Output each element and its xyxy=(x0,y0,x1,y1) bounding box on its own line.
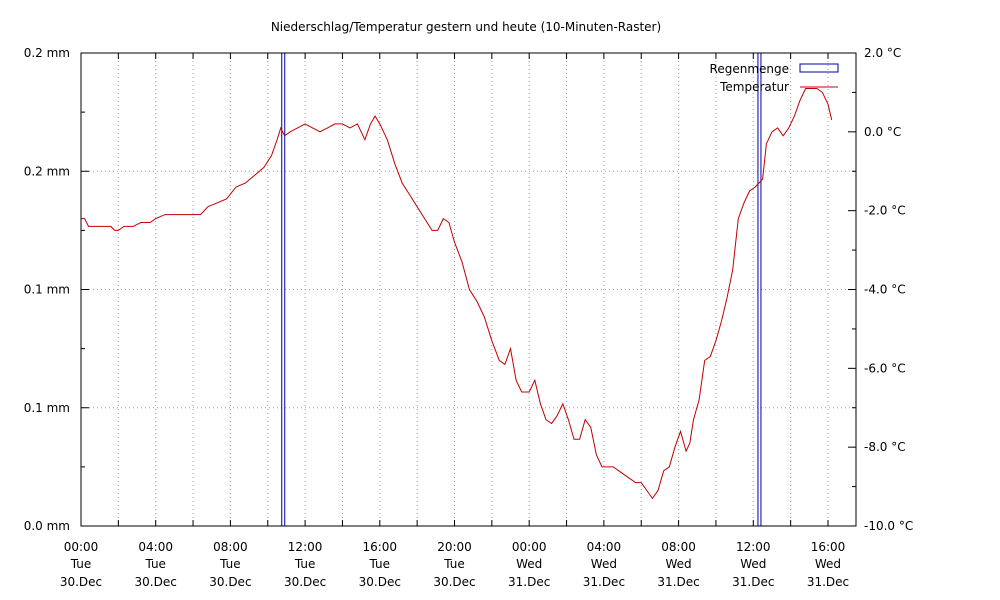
right-tick-label: -10.0 °C xyxy=(864,519,913,533)
right-tick-label: -4.0 °C xyxy=(864,283,906,297)
x-tick-day: Tue xyxy=(294,557,316,571)
chart-title: Niederschlag/Temperatur gestern und heut… xyxy=(271,20,661,34)
x-tick-time: 00:00 xyxy=(512,540,547,554)
temperature-polyline xyxy=(81,88,833,500)
rain-bar xyxy=(757,52,762,527)
x-tick-time: 16:00 xyxy=(811,540,846,554)
left-tick-label: 0.0 mm xyxy=(24,519,70,533)
x-tick-date: 30.Dec xyxy=(135,575,177,589)
x-tick-date: 31.Dec xyxy=(657,575,699,589)
right-tick-label: -6.0 °C xyxy=(864,361,906,375)
left-tick-label: 0.2 mm xyxy=(24,164,70,178)
right-tick-label: -2.0 °C xyxy=(864,204,906,218)
x-tick-date: 30.Dec xyxy=(209,575,251,589)
x-tick-date: 30.Dec xyxy=(359,575,401,589)
x-tick-date: 31.Dec xyxy=(508,575,550,589)
x-tick-day: Wed xyxy=(666,557,692,571)
right-axis: -10.0 °C -8.0 °C -6.0 °C -4.0 °C -2.0 °C 0.0 … xyxy=(864,46,913,533)
x-tick-date: 30.Dec xyxy=(284,575,326,589)
x-tick-day: Tue xyxy=(70,557,92,571)
x-tick-time: 08:00 xyxy=(661,540,696,554)
x-tick-day: Tue xyxy=(443,557,465,571)
x-tick-time: 04:00 xyxy=(587,540,622,554)
legend-swatch-rain xyxy=(799,63,839,73)
plot-frame xyxy=(80,52,857,527)
right-tick-label: -8.0 °C xyxy=(864,440,906,454)
x-tick-date: 31.Dec xyxy=(583,575,625,589)
left-tick-label: 0.1 mm xyxy=(24,283,70,297)
legend-label: Regenmenge xyxy=(710,62,789,76)
left-axis: 0.0 mm 0.1 mm 0.1 mm 0.2 mm 0.2 mm xyxy=(24,46,70,533)
right-tick-label: 0.0 °C xyxy=(864,125,901,139)
temperature-line xyxy=(81,88,833,500)
grid xyxy=(81,53,856,526)
x-tick-day: Tue xyxy=(144,557,166,571)
x-tick-date: 30.Dec xyxy=(60,575,102,589)
x-tick-day: Wed xyxy=(815,557,841,571)
x-tick-date: 31.Dec xyxy=(732,575,774,589)
x-tick-time: 12:00 xyxy=(736,540,771,554)
right-tick-label: 2.0 °C xyxy=(864,46,901,60)
x-tick-date: 30.Dec xyxy=(433,575,475,589)
x-tick-time: 04:00 xyxy=(138,540,173,554)
x-tick-day: Wed xyxy=(740,557,766,571)
left-tick-label: 0.1 mm xyxy=(24,401,70,415)
x-tick-date: 31.Dec xyxy=(807,575,849,589)
x-axis: 00:00 Tue 30.Dec 04:00 Tue 30.Dec 08:00 Tue 30.D… xyxy=(60,540,849,589)
rain-bar xyxy=(281,52,286,527)
x-tick-time: 00:00 xyxy=(64,540,99,554)
legend: Regenmenge Temperatur xyxy=(710,62,839,94)
legend-label: Temperatur xyxy=(719,80,789,94)
x-tick-time: 08:00 xyxy=(213,540,248,554)
x-tick-time: 20:00 xyxy=(437,540,472,554)
x-tick-day: Tue xyxy=(219,557,241,571)
x-tick-day: Tue xyxy=(369,557,391,571)
x-tick-time: 12:00 xyxy=(288,540,323,554)
x-tick-time: 16:00 xyxy=(362,540,397,554)
left-tick-label: 0.2 mm xyxy=(24,46,70,60)
x-tick-day: Wed xyxy=(516,557,542,571)
x-tick-day: Wed xyxy=(591,557,617,571)
